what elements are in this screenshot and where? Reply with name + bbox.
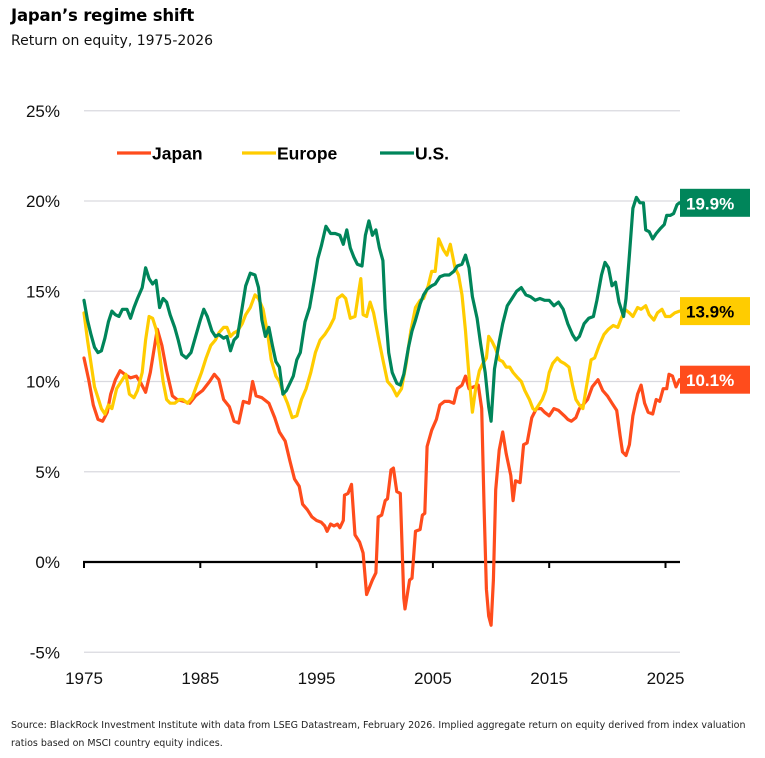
series-lines bbox=[82, 195, 682, 627]
end-label-text: 10.1% bbox=[686, 371, 734, 390]
gridlines bbox=[84, 110, 680, 653]
x-tick-label: 2015 bbox=[530, 669, 568, 688]
y-tick-label: -5% bbox=[30, 643, 60, 662]
y-tick-label: 15% bbox=[26, 282, 60, 301]
end-label-box bbox=[680, 297, 750, 326]
legend-label: U.S. bbox=[415, 144, 449, 164]
chart-subtitle: Return on equity, 1975-2026 bbox=[11, 33, 214, 49]
y-tick-label: 5% bbox=[35, 463, 60, 482]
end-label-text: 13.9% bbox=[686, 303, 734, 322]
x-tick-label: 1995 bbox=[298, 669, 336, 688]
series-line-europe bbox=[82, 237, 682, 420]
source-footnote: Source: BlackRock Investment Institute w… bbox=[11, 720, 746, 749]
x-tick-label: 2005 bbox=[414, 669, 452, 688]
y-axis-labels: -5% 0% 5% 10% 15% 20% 25% bbox=[26, 102, 60, 663]
series-line-us bbox=[82, 195, 682, 423]
legend-label: Europe bbox=[277, 144, 338, 164]
end-value-labels: 10.1% 13.9% 19.9% bbox=[680, 188, 750, 394]
series-line-japan bbox=[82, 327, 682, 627]
end-label-text: 19.9% bbox=[686, 194, 734, 213]
legend: Japan Europe U.S. bbox=[117, 144, 449, 164]
y-tick-label: 10% bbox=[26, 373, 60, 392]
x-tick-label: 1985 bbox=[181, 669, 219, 688]
x-axis-labels: 1975 1985 1995 2005 2015 2025 bbox=[65, 669, 684, 688]
end-label-box bbox=[680, 188, 750, 217]
chart-title: Japan’s regime shift bbox=[11, 6, 195, 25]
legend-label: Japan bbox=[152, 144, 203, 164]
end-label-box bbox=[680, 365, 750, 394]
x-tick-label: 1975 bbox=[65, 669, 103, 688]
x-axis bbox=[83, 560, 680, 568]
y-tick-label: 25% bbox=[26, 102, 60, 121]
x-tick-label: 2025 bbox=[647, 669, 685, 688]
y-tick-label: 0% bbox=[35, 553, 60, 572]
y-tick-label: 20% bbox=[26, 192, 60, 211]
